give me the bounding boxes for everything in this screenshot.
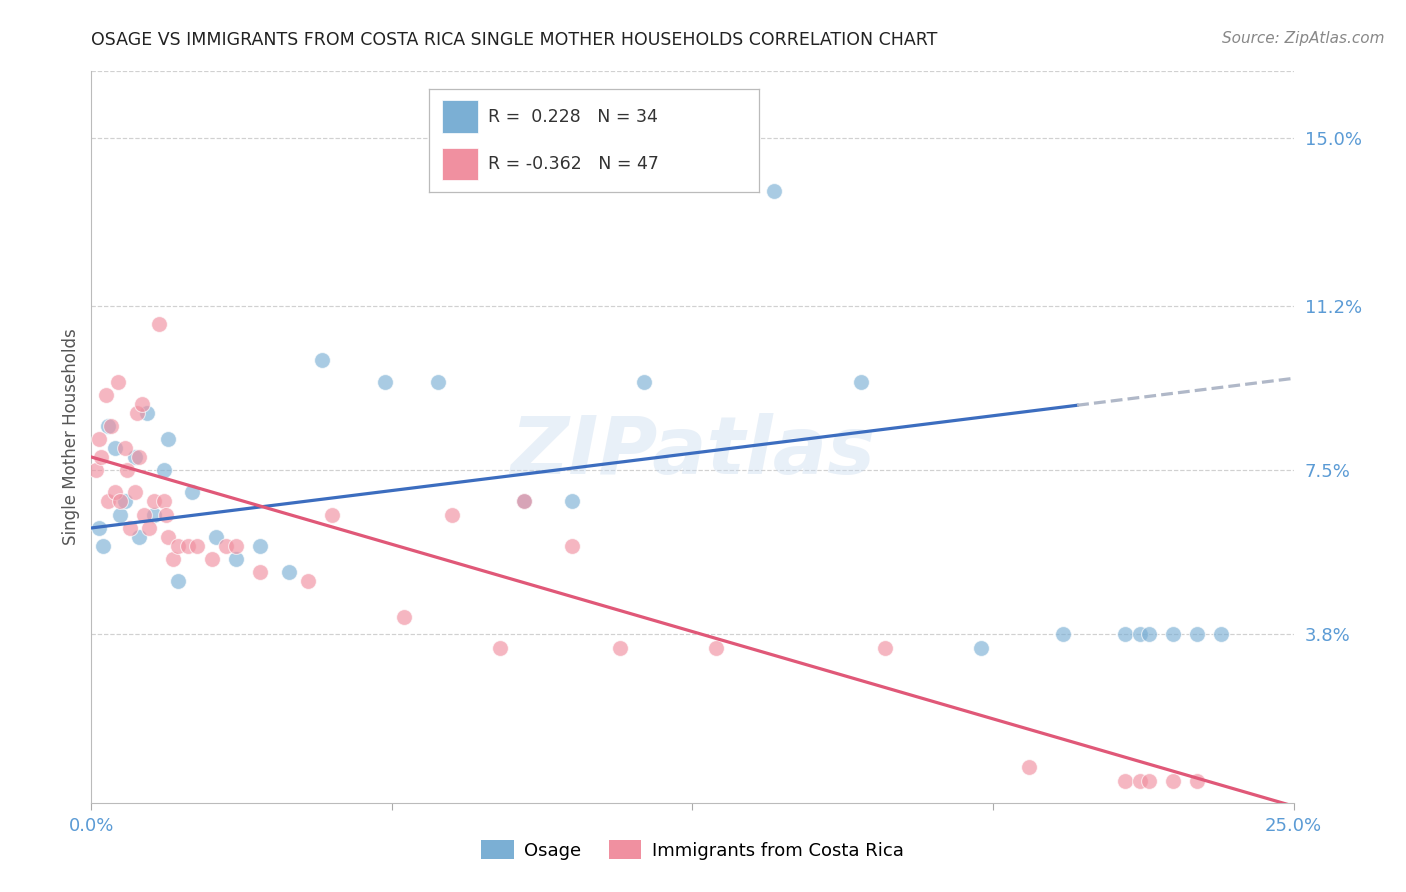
Point <box>1114 773 1136 788</box>
Point <box>426 375 449 389</box>
Point <box>200 552 222 566</box>
Point <box>104 485 127 500</box>
Point <box>181 485 204 500</box>
Point <box>97 419 120 434</box>
Point <box>1129 773 1152 788</box>
Point <box>249 566 271 580</box>
Point <box>87 432 110 446</box>
Point <box>152 463 174 477</box>
Point <box>1211 627 1233 641</box>
Point <box>513 494 536 508</box>
Point <box>970 640 993 655</box>
Point <box>114 441 136 455</box>
Text: R = -0.362   N = 47: R = -0.362 N = 47 <box>488 155 659 173</box>
Point <box>117 463 139 477</box>
Point <box>148 317 170 331</box>
Point <box>167 539 190 553</box>
Point <box>186 539 208 553</box>
Text: ZIPatlas: ZIPatlas <box>510 413 875 491</box>
Text: Source: ZipAtlas.com: Source: ZipAtlas.com <box>1222 31 1385 46</box>
Point <box>1187 627 1209 641</box>
Point <box>124 450 146 464</box>
Point <box>1187 773 1209 788</box>
Point <box>205 530 228 544</box>
Point <box>513 494 536 508</box>
Point <box>849 375 872 389</box>
Point <box>1161 773 1184 788</box>
Point <box>311 352 333 367</box>
Point <box>489 640 512 655</box>
Point <box>321 508 343 522</box>
Point <box>100 419 122 434</box>
Point <box>249 539 271 553</box>
Point <box>128 530 150 544</box>
Point <box>225 552 247 566</box>
Point <box>225 539 247 553</box>
Point <box>142 494 165 508</box>
Point <box>84 463 107 477</box>
Point <box>215 539 238 553</box>
Y-axis label: Single Mother Households: Single Mother Households <box>62 329 80 545</box>
Point <box>162 552 184 566</box>
Point <box>440 508 463 522</box>
Point <box>1018 760 1040 774</box>
Point <box>93 539 115 553</box>
Point <box>128 450 150 464</box>
Point <box>706 640 728 655</box>
Point <box>107 375 129 389</box>
Text: OSAGE VS IMMIGRANTS FROM COSTA RICA SINGLE MOTHER HOUSEHOLDS CORRELATION CHART: OSAGE VS IMMIGRANTS FROM COSTA RICA SING… <box>91 31 938 49</box>
Point <box>114 494 136 508</box>
Point <box>135 406 157 420</box>
Point <box>124 485 146 500</box>
Point <box>138 521 160 535</box>
Point <box>176 539 198 553</box>
Point <box>118 521 141 535</box>
Point <box>157 530 180 544</box>
Point <box>155 508 177 522</box>
Point <box>1161 627 1184 641</box>
Point <box>167 574 190 589</box>
Point <box>763 184 786 198</box>
Point <box>374 375 396 389</box>
Bar <box>441 148 478 180</box>
Point <box>1137 773 1160 788</box>
Point <box>157 432 180 446</box>
Legend: Osage, Immigrants from Costa Rica: Osage, Immigrants from Costa Rica <box>474 833 911 867</box>
Point <box>1114 627 1136 641</box>
Point <box>152 494 174 508</box>
Point <box>561 494 583 508</box>
Point <box>561 539 583 553</box>
Point <box>131 397 153 411</box>
Point <box>297 574 319 589</box>
Point <box>873 640 896 655</box>
Point <box>1052 627 1074 641</box>
Point <box>1137 627 1160 641</box>
Bar <box>441 101 478 133</box>
Point <box>104 441 127 455</box>
Point <box>90 450 112 464</box>
Point <box>97 494 120 508</box>
Point <box>633 375 655 389</box>
Point <box>277 566 299 580</box>
Point <box>125 406 148 420</box>
Point <box>134 508 156 522</box>
Text: R =  0.228   N = 34: R = 0.228 N = 34 <box>488 108 658 126</box>
Point <box>87 521 110 535</box>
Point <box>1129 627 1152 641</box>
Point <box>392 609 415 624</box>
Point <box>142 508 165 522</box>
Point <box>110 494 132 508</box>
Point <box>110 508 132 522</box>
Point <box>609 640 631 655</box>
Point <box>94 388 117 402</box>
